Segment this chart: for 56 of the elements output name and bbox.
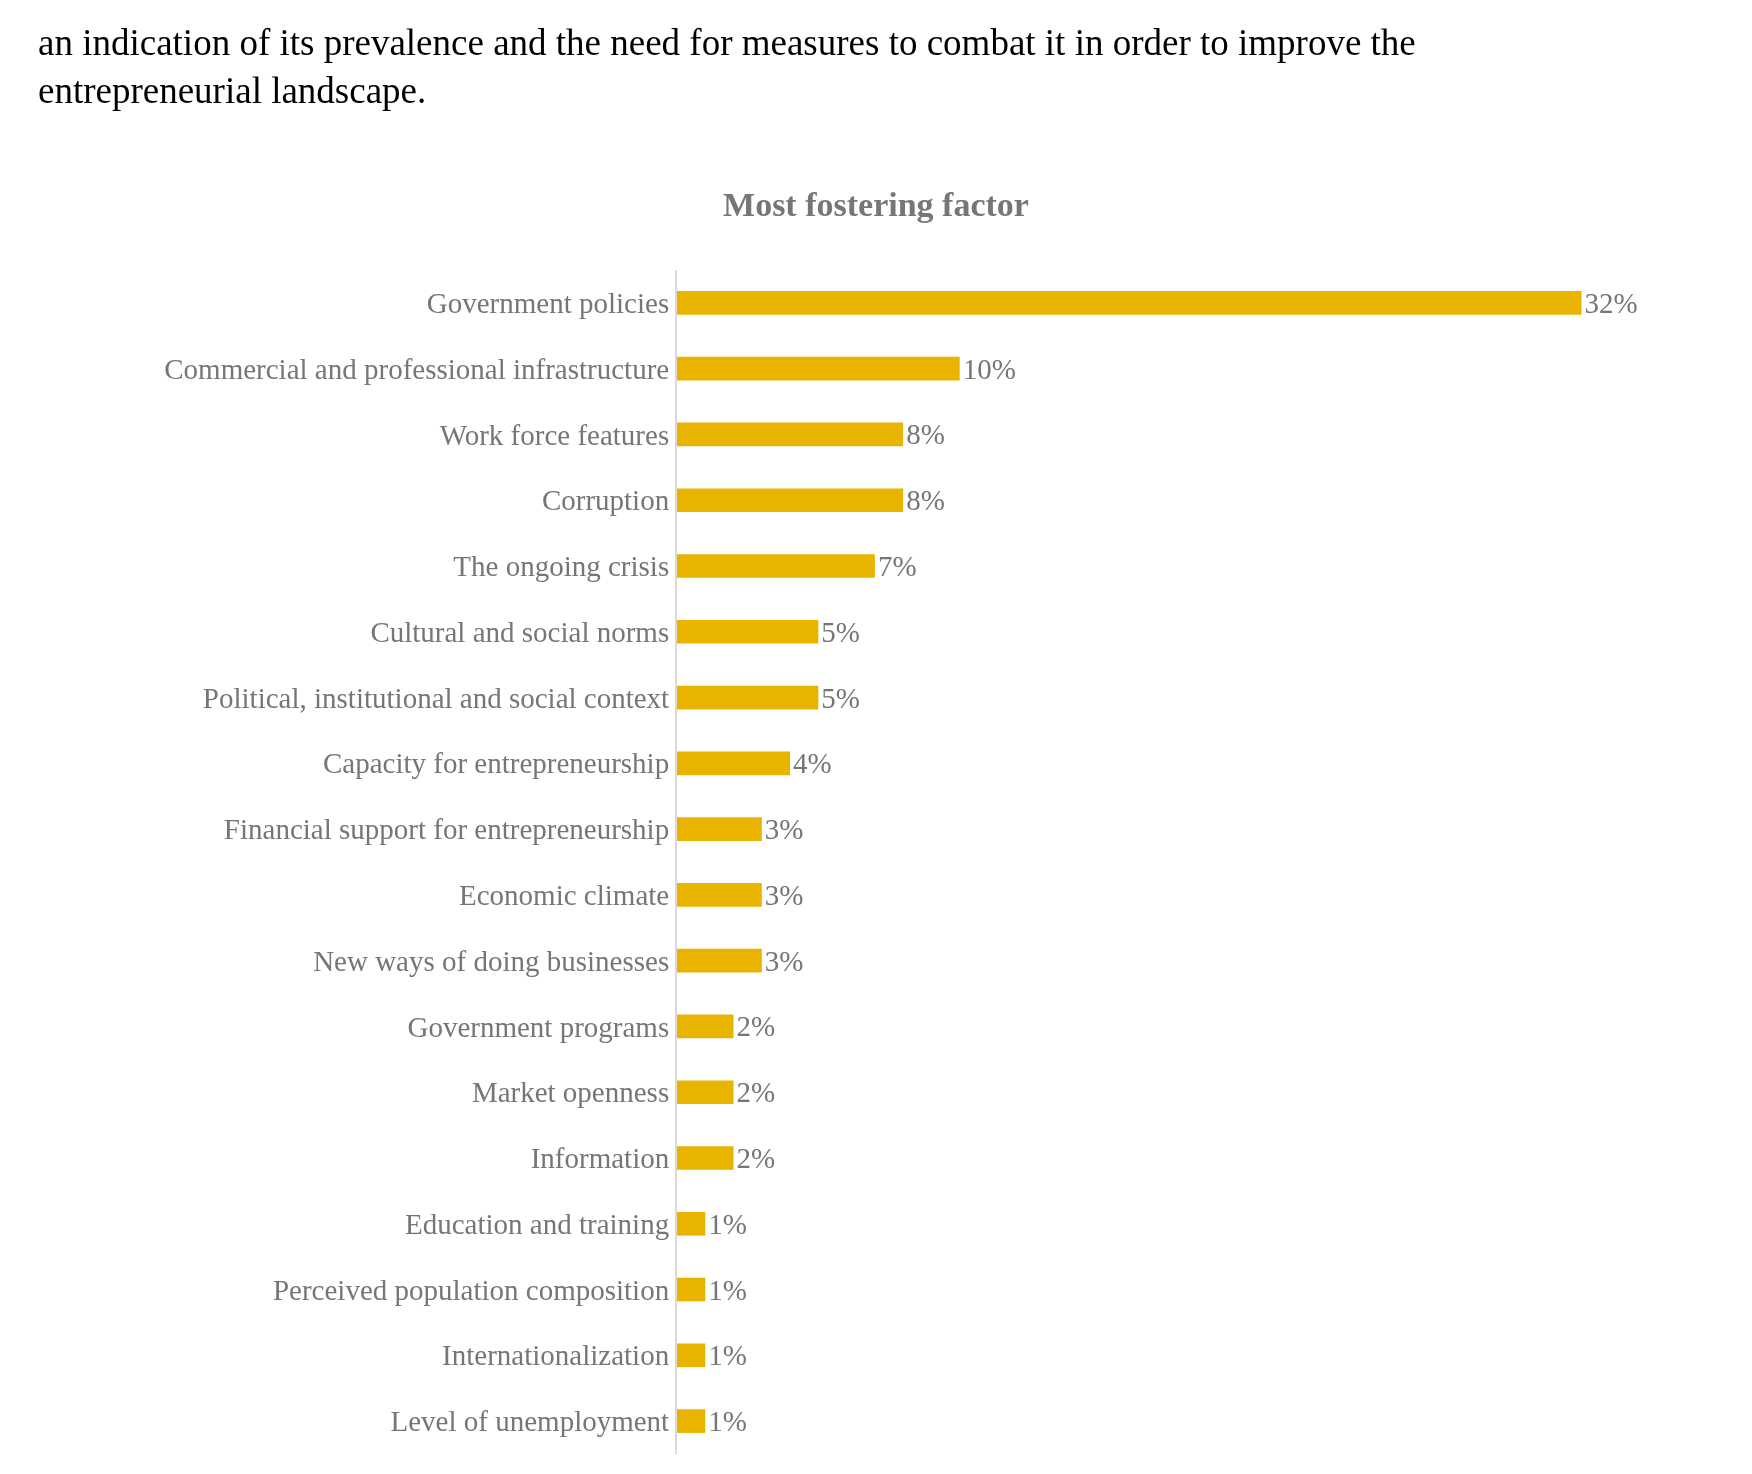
bar bbox=[677, 554, 875, 578]
y-tick-label: Financial support for entrepreneurship bbox=[223, 813, 670, 846]
y-tick-label: Government programs bbox=[407, 1010, 670, 1043]
bar bbox=[677, 817, 762, 841]
bar bbox=[677, 1211, 706, 1236]
data-label: 8% bbox=[906, 484, 945, 517]
bar bbox=[677, 1277, 706, 1302]
data-label: 5% bbox=[821, 615, 861, 648]
y-tick-label: Education and training bbox=[405, 1207, 670, 1240]
data-label: 1% bbox=[708, 1405, 747, 1438]
bar bbox=[677, 1409, 706, 1433]
data-label: 3% bbox=[764, 878, 804, 911]
y-tick-label: Market openness bbox=[471, 1076, 670, 1109]
y-tick-label: Government policies bbox=[426, 287, 670, 320]
data-label: 1% bbox=[708, 1339, 747, 1372]
text: an indication of its prevalence and the need for measures to combat it in order to improve the entrepreneurial landscape. bbox=[38, 22, 1416, 112]
y-tick-label: Commercial and professional infrastructure bbox=[164, 352, 670, 385]
y-tick-label: Political, institutional and social context bbox=[202, 681, 670, 714]
y-tick-label: The ongoing crisis bbox=[453, 550, 670, 583]
y-tick-label: Perceived population composition bbox=[272, 1273, 670, 1306]
bar bbox=[677, 1014, 734, 1039]
y-tick-label: Corruption bbox=[541, 484, 670, 517]
bar bbox=[677, 751, 791, 776]
y-tick-label: Cultural and social norms bbox=[370, 615, 670, 648]
bar bbox=[677, 685, 819, 710]
bar bbox=[677, 883, 762, 907]
data-label: 2% bbox=[736, 1076, 776, 1109]
data-label: 5% bbox=[821, 681, 861, 714]
data-label: 1% bbox=[708, 1273, 747, 1306]
bar bbox=[677, 619, 819, 644]
data-label: 2% bbox=[736, 1142, 776, 1174]
y-tick-label: Work force features bbox=[439, 418, 670, 451]
y-tick-label: Internationalization bbox=[442, 1339, 670, 1372]
y-tick-label: Economic climate bbox=[459, 879, 670, 912]
bar bbox=[677, 422, 904, 447]
bar bbox=[677, 948, 762, 973]
bar bbox=[677, 1146, 734, 1170]
chart-title: Most fostering factor bbox=[723, 185, 1029, 223]
data-label: 8% bbox=[906, 418, 945, 451]
y-tick-label: New ways of doing businesses bbox=[313, 944, 670, 977]
bar bbox=[677, 1080, 734, 1105]
data-label: 1% bbox=[708, 1207, 747, 1240]
y-tick-label: Level of unemployment bbox=[390, 1405, 670, 1438]
y-tick-label: Information bbox=[530, 1142, 670, 1175]
bar bbox=[677, 1343, 706, 1368]
data-label: 4% bbox=[793, 747, 832, 780]
data-label: 2% bbox=[736, 1010, 776, 1043]
bar bbox=[677, 291, 1582, 315]
y-tick-label: Capacity for entrepreneurship bbox=[322, 747, 670, 780]
data-label: 32% bbox=[1584, 286, 1638, 319]
data-label: 3% bbox=[764, 813, 804, 846]
bar bbox=[677, 488, 904, 513]
data-label: 7% bbox=[877, 550, 917, 582]
bar bbox=[677, 356, 960, 381]
data-label: 3% bbox=[764, 944, 804, 977]
data-label: 10% bbox=[962, 352, 1016, 385]
